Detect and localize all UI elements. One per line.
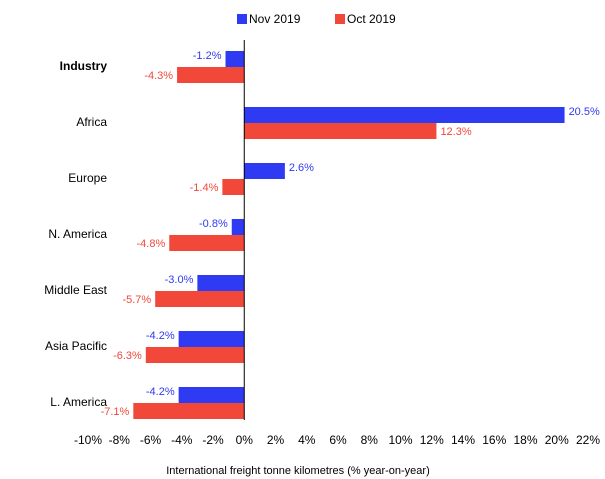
value-label: -4.8% — [137, 238, 166, 250]
value-label: 2.6% — [289, 162, 314, 174]
x-tick-label: -2% — [202, 433, 224, 447]
value-label: -4.2% — [146, 330, 175, 342]
category-label: Middle East — [44, 283, 107, 297]
x-axis-title: International freight tonne kilometres (… — [166, 465, 430, 477]
x-tick-label: 20% — [545, 433, 569, 447]
x-tick-label: 6% — [329, 433, 347, 447]
bar — [178, 387, 245, 403]
bar — [155, 291, 245, 307]
bar — [169, 235, 245, 251]
value-label: -5.7% — [122, 294, 151, 306]
bar — [244, 107, 565, 123]
value-label: 12.3% — [440, 126, 471, 138]
value-label: -3.0% — [165, 274, 194, 286]
x-tick-label: -10% — [74, 433, 102, 447]
category-label: Asia Pacific — [45, 339, 107, 353]
bar — [177, 67, 245, 83]
x-tick-label: -4% — [171, 433, 193, 447]
x-tick-label: 8% — [361, 433, 379, 447]
bar — [197, 275, 245, 291]
x-tick-label: 4% — [298, 433, 316, 447]
category-label: N. America — [48, 227, 107, 241]
legend-swatch — [237, 14, 247, 24]
x-tick-label: 0% — [236, 433, 254, 447]
value-label: -1.2% — [193, 50, 222, 62]
value-label: -4.3% — [144, 70, 173, 82]
bar — [133, 403, 245, 419]
category-label: Africa — [76, 115, 107, 129]
bar — [244, 123, 437, 139]
bar — [231, 219, 245, 235]
bar — [222, 179, 245, 195]
x-tick-label: 10% — [388, 433, 412, 447]
bar — [244, 163, 285, 179]
x-tick-label: 18% — [513, 433, 537, 447]
category-label: Europe — [68, 171, 107, 185]
x-tick-label: 14% — [451, 433, 475, 447]
bar — [145, 347, 245, 363]
value-label: -7.1% — [101, 406, 130, 418]
x-tick-label: 22% — [576, 433, 600, 447]
legend-swatch — [335, 14, 345, 24]
legend-label: Nov 2019 — [249, 12, 301, 26]
x-tick-label: -6% — [140, 433, 162, 447]
x-tick-label: -8% — [109, 433, 131, 447]
category-label: L. America — [50, 395, 107, 409]
x-tick-label: 12% — [420, 433, 444, 447]
legend-label: Oct 2019 — [347, 12, 396, 26]
bar — [225, 51, 245, 67]
value-label: -0.8% — [199, 218, 228, 230]
x-tick-label: 2% — [267, 433, 285, 447]
value-label: -6.3% — [113, 350, 142, 362]
value-label: -1.4% — [190, 182, 219, 194]
x-tick-label: 16% — [482, 433, 506, 447]
bar — [178, 331, 245, 347]
category-label: Industry — [60, 59, 108, 73]
value-label: -4.2% — [146, 386, 175, 398]
value-label: 20.5% — [569, 106, 600, 118]
